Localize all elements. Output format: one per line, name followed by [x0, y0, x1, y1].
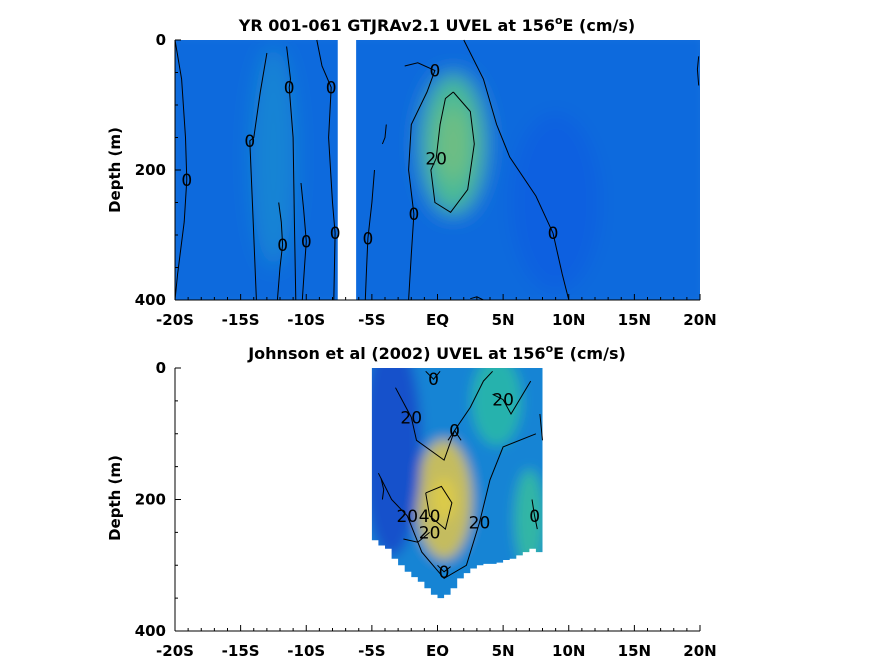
bottom-contour-label: 20: [419, 523, 441, 543]
top-y-tick-label: 200: [135, 161, 166, 179]
top-contour-label: 0: [284, 78, 295, 98]
bottom-contour-line: [377, 433, 537, 580]
top-panel: YR 001-061 GTJRAv2.1 UVEL at 156oE (cm/s…: [106, 14, 717, 329]
bottom-contour-line: [425, 370, 441, 380]
top-contour-line: [430, 91, 475, 213]
top-contour-line: [174, 39, 188, 301]
top-contour-line: [470, 296, 484, 301]
top-data-gap: [337, 40, 357, 300]
bottom-title-degree: o: [546, 342, 554, 355]
top-contour-line: [286, 46, 297, 301]
top-contour-label: 0: [301, 233, 312, 253]
top-contour-line: [316, 39, 336, 301]
top-contour-label: 0: [363, 229, 374, 249]
top-ylabel: Depth (m): [106, 127, 124, 213]
top-contour-label: 0: [277, 236, 288, 256]
bottom-contour-label: 0: [439, 563, 450, 583]
bottom-field-eastward_shallow_north: [471, 368, 522, 446]
top-contour-line: [276, 202, 284, 301]
top-x-tick-label: 5N: [492, 311, 515, 329]
bottom-contour-label: 20: [400, 408, 422, 428]
bottom-x-tick-label: 15N: [618, 642, 651, 656]
bottom-x-tick-label: -15S: [222, 642, 260, 656]
top-x-tick-label: EQ: [426, 311, 449, 329]
bottom-x-tick-label: 10N: [552, 642, 585, 656]
top-x-tick-label: -5S: [358, 311, 385, 329]
bottom-y-tick-label: 200: [135, 491, 166, 509]
top-contour-line: [249, 52, 268, 301]
bottom-ylabel: Depth (m): [106, 455, 124, 541]
top-x-tick-label: 15N: [618, 311, 651, 329]
top-title-tail: E (cm/s): [563, 16, 636, 35]
bottom-x-tick-label: -20S: [156, 642, 194, 656]
bottom-x-tick-label: 5N: [492, 642, 515, 656]
bottom-title-main: Johnson et al (2002) UVEL at 156: [247, 344, 545, 363]
bottom-contour-line: [437, 564, 451, 573]
bottom-contour-label: 20: [396, 507, 418, 527]
bottom-contour-line: [447, 429, 462, 441]
bottom-title: Johnson et al (2002) UVEL at 156oE (cm/s…: [247, 342, 626, 363]
top-contour-line: [300, 182, 307, 301]
top-field-weak_eastward_band: [251, 47, 296, 267]
top-field-core-peak: [437, 105, 470, 183]
bottom-contour-line: [380, 478, 385, 500]
top-x-tick-label: -15S: [222, 311, 260, 329]
top-contour-label: 0: [244, 132, 255, 152]
top-contour-label: 0: [548, 224, 559, 244]
top-contours: [174, 39, 700, 301]
top-contour-line: [404, 62, 436, 301]
top-contour-label: 0: [429, 62, 440, 82]
top-contour-line: [381, 124, 387, 145]
top-title: YR 001-061 GTJRAv2.1 UVEL at 156oE (cm/s…: [238, 14, 635, 35]
top-field: [175, 40, 700, 300]
top-contour-label: 0: [330, 224, 341, 244]
bottom-contour-line: [403, 532, 430, 543]
bottom-x-tick-label: -5S: [358, 642, 385, 656]
top-contour-label: 0: [181, 171, 192, 191]
top-contour-line: [696, 56, 700, 86]
bottom-field: [371, 368, 543, 599]
top-contour-label: 0: [408, 205, 419, 225]
bottom-contour-line: [539, 413, 543, 441]
top-y-tick-label: 0: [156, 31, 166, 49]
bottom-contour-label: 0: [529, 507, 540, 527]
bottom-y-tick-label: 0: [156, 359, 166, 377]
top-field-weak_westward: [510, 112, 601, 293]
bottom-title-tail: E (cm/s): [553, 344, 626, 363]
top-contour-line: [463, 39, 570, 301]
bottom-contour-line: [531, 499, 538, 530]
bottom-x-tick-label: -10S: [287, 642, 325, 656]
top-contour-label: 20: [425, 149, 447, 169]
top-title-main: YR 001-061 GTJRAv2.1 UVEL at 156: [238, 16, 555, 35]
bottom-contour-label: 0: [428, 370, 439, 390]
bottom-contour-label: 0: [449, 421, 460, 441]
bottom-contour-label: 20: [469, 514, 491, 534]
top-title-degree: o: [555, 14, 563, 27]
bottom-panel: Johnson et al (2002) UVEL at 156oE (cm/s…: [106, 342, 717, 656]
top-y-tick-label: 400: [135, 291, 166, 309]
bottom-x-tick-label: 20N: [683, 642, 716, 656]
bottom-field-westward_south: [371, 368, 422, 557]
bottom-contours: [377, 370, 543, 580]
top-x-tick-label: -10S: [287, 311, 325, 329]
top-x-tick-label: -20S: [156, 311, 194, 329]
bottom-contour-line: [425, 485, 453, 530]
bottom-contour-label: 40: [419, 507, 441, 527]
bottom-y-tick-label: 400: [135, 622, 166, 640]
bottom-x-tick-label: EQ: [426, 642, 449, 656]
bottom-field-eastward_deep_north: [514, 469, 543, 570]
bottom-contour-line: [492, 380, 532, 416]
top-contour-line: [364, 169, 375, 301]
bottom-contour-line: [395, 370, 493, 461]
top-x-tick-label: 10N: [552, 311, 585, 329]
bottom-contour-label: 20: [492, 391, 514, 411]
top-contour-label: 0: [326, 78, 337, 98]
top-x-tick-label: 20N: [683, 311, 716, 329]
